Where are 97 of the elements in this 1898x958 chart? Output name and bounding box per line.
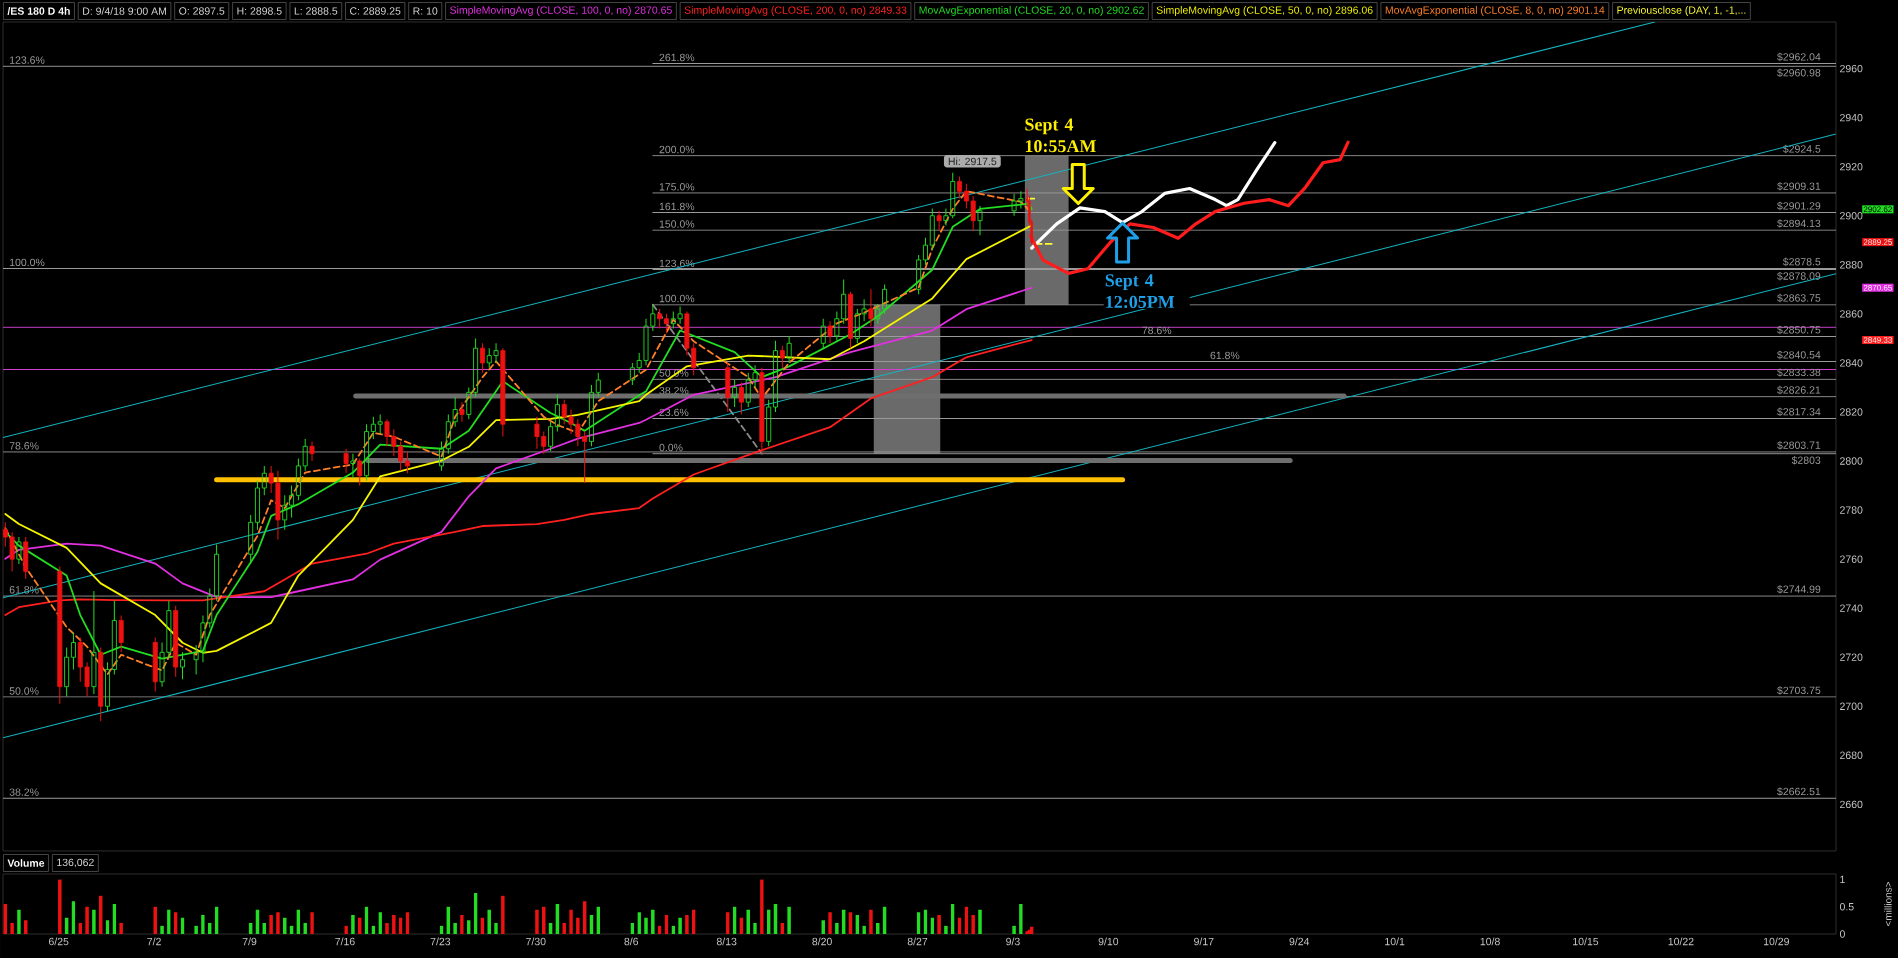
x-tick-label: 8/6 (624, 937, 639, 946)
x-tick-label: 10/8 (1480, 937, 1500, 946)
annotation: 200.0% (659, 145, 695, 154)
y-tick-label: 2740 (1840, 604, 1863, 612)
y-tick-label: 2720 (1840, 653, 1863, 661)
data-label: $2850.75 (1777, 325, 1821, 335)
data-label: $2924.5 (1782, 144, 1821, 154)
annotation: 100.0% (10, 258, 45, 267)
data-label: $2826.21 (1777, 385, 1821, 395)
data-label: $2960.98 (1777, 68, 1821, 78)
data-label: $2817.34 (1777, 407, 1821, 417)
y2-tick-label: 2849.33 (1863, 337, 1892, 343)
text: Hi: 2917.5 (948, 157, 997, 166)
data-label: $2863.75 (1777, 293, 1821, 303)
data-label: $2662.51 (1777, 787, 1821, 796)
data-label: $2703.75 (1777, 686, 1821, 695)
y-tick-label: 2840 (1840, 359, 1863, 367)
y-axis-title: <millions> (1884, 881, 1892, 927)
y-tick-label: 1 (1840, 875, 1845, 884)
annotation: 38.2% (9, 788, 39, 796)
annotation: 0.0% (659, 443, 683, 452)
y-tick-label: 2900 (1840, 212, 1863, 220)
y-tick-label: 2820 (1840, 408, 1863, 416)
y-tick-label: 2960 (1840, 64, 1863, 73)
y-tick-label: 0.5 (1839, 903, 1854, 911)
x-tick-label: 8/20 (812, 937, 832, 946)
y-tick-label: 2940 (1840, 113, 1863, 122)
y2-tick-label: 2870.65 (1863, 284, 1892, 291)
data-label: $2803.71 (1777, 441, 1821, 450)
annotation: Sept 4 10:55AM (1025, 118, 1096, 153)
annotation: 261.8% (659, 53, 695, 62)
x-tick-label: 9/3 (1006, 937, 1020, 946)
y2-tick-label: 2902.62 (1863, 206, 1892, 213)
x-tick-label: 6/25 (48, 937, 69, 946)
annotation: 123.6% (10, 56, 45, 64)
y2-tick-label: 2889.25 (1863, 239, 1892, 245)
y-tick-label: 2780 (1840, 506, 1863, 514)
data-label: $2840.54 (1777, 350, 1821, 360)
y-tick-label: 2860 (1840, 310, 1863, 318)
annotation: 78.6% (1142, 326, 1172, 335)
y-tick-label: 2920 (1840, 162, 1863, 171)
y-tick-label: 2800 (1840, 457, 1863, 465)
x-tick-label: 10/1 (1385, 937, 1405, 946)
text: Previousclose (DAY, 1, -1,... (1617, 6, 1746, 16)
y-tick-label: 2700 (1840, 702, 1863, 710)
x-tick-label: 8/13 (716, 937, 737, 946)
x-tick-label: 7/9 (242, 937, 257, 946)
y-tick-label: 2680 (1840, 751, 1863, 760)
x-tick-label: 7/16 (335, 937, 355, 946)
y-tick-label: 0 (1839, 930, 1845, 938)
data-label: $2901.29 (1777, 201, 1821, 211)
x-tick-label: 8/27 (907, 937, 928, 946)
text: L: 2888.5 (294, 7, 338, 15)
annotation: 38.2% (659, 386, 689, 395)
x-tick-label: 7/2 (147, 937, 161, 946)
text: MovAvgExponential (CLOSE, 8, 0, no) 2901.14 (1385, 6, 1605, 16)
annotation: 161.8% (659, 202, 695, 211)
text: SimpleMovingAvg (CLOSE, 100, 0, no) 2870.65 (450, 6, 672, 16)
x-tick-label: 10/29 (1764, 937, 1789, 946)
x-tick-label: 9/17 (1194, 937, 1214, 946)
x-tick-label: 7/30 (526, 937, 546, 946)
chart-subtitle: 136,062 (57, 858, 94, 868)
data-label: $2744.99 (1777, 585, 1821, 594)
chart-title: Volume (7, 859, 45, 867)
text: R: 10 (413, 7, 438, 15)
text: D: 9/4/18 9:00 AM (83, 7, 166, 15)
annotation: 150.0% (659, 220, 695, 228)
data-label: $2833.38 (1777, 368, 1821, 377)
annotation: 100.0% (659, 294, 695, 303)
text: SimpleMovingAvg (CLOSE, 50, 0, no) 2896.06 (1156, 6, 1373, 16)
x-tick-label: 10/22 (1668, 937, 1694, 946)
text: SimpleMovingAvg (CLOSE, 200, 0, no) 2849.33 (684, 6, 907, 16)
text: O: 2897.5 (179, 7, 225, 15)
data-label: $2878.09 (1777, 271, 1821, 281)
chart-title: /ES 180 D 4h (7, 7, 70, 15)
text: MovAvgExponential (CLOSE, 20, 0, no) 2902.62 (919, 6, 1144, 16)
annotation: 78.6% (9, 442, 39, 450)
annotation: 23.6% (659, 408, 689, 417)
annotation: Sept 4 12:05PM (1105, 274, 1175, 309)
annotation: 61.8% (1210, 351, 1240, 360)
annotation: 175.0% (659, 183, 695, 191)
annotation: 50.0% (9, 687, 39, 695)
data-label: $2909.31 (1777, 182, 1821, 191)
annotation: 123.6% (659, 259, 695, 268)
x-tick-label: 10/15 (1573, 937, 1599, 946)
data-label: $2878.5 (1782, 257, 1821, 267)
data-label: $2962.04 (1777, 52, 1821, 62)
x-tick-label: 9/24 (1289, 937, 1310, 946)
x-tick-label: 9/10 (1098, 937, 1119, 946)
data-label: $2894.13 (1777, 219, 1821, 228)
data-label: $2803 (1791, 456, 1821, 465)
x-tick-label: 7/23 (430, 937, 451, 946)
y-tick-label: 2880 (1840, 261, 1863, 269)
text: C: 2889.25 (350, 7, 401, 15)
text: H: 2898.5 (237, 7, 282, 15)
y-tick-label: 2760 (1840, 555, 1863, 563)
y-tick-label: 2660 (1840, 800, 1863, 809)
